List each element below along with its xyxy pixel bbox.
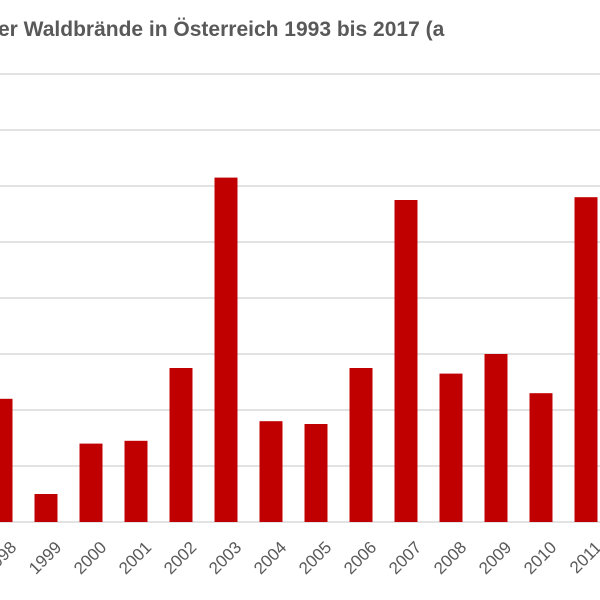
x-tick-label: 2008 [430, 538, 470, 578]
bar-2010 [529, 393, 553, 522]
x-tick-label: 2002 [160, 538, 200, 578]
x-tick-label: 2007 [385, 538, 425, 578]
bar-2004 [259, 421, 283, 522]
bar-1999 [34, 494, 58, 522]
x-tick-label: 2004 [250, 538, 290, 578]
bar-2005 [304, 424, 328, 522]
bar-2000 [79, 443, 103, 522]
x-tick-label: 2000 [70, 538, 110, 578]
x-tick-label: 1998 [0, 538, 20, 578]
x-tick-label: 2010 [520, 538, 560, 578]
x-tick-label: 2003 [205, 538, 245, 578]
x-tick-label: 2009 [475, 538, 515, 578]
bar-2009 [484, 354, 508, 522]
x-tick-label: 1999 [25, 538, 65, 578]
x-tick-label: 2011 [566, 538, 600, 577]
bar-1998 [0, 398, 13, 522]
bar-2006 [349, 368, 373, 522]
bar-2002 [169, 368, 193, 522]
bar-2011 [574, 197, 598, 522]
bar-2007 [394, 200, 418, 522]
x-tick-label: 2001 [115, 538, 155, 578]
x-tick-label: 2005 [295, 538, 335, 578]
bar-2003 [214, 177, 238, 522]
bar-2001 [124, 440, 148, 522]
chart-title: er Waldbrände in Österreich 1993 bis 201… [0, 18, 445, 41]
bar-2008 [439, 373, 463, 522]
x-tick-label: 2006 [340, 538, 380, 578]
